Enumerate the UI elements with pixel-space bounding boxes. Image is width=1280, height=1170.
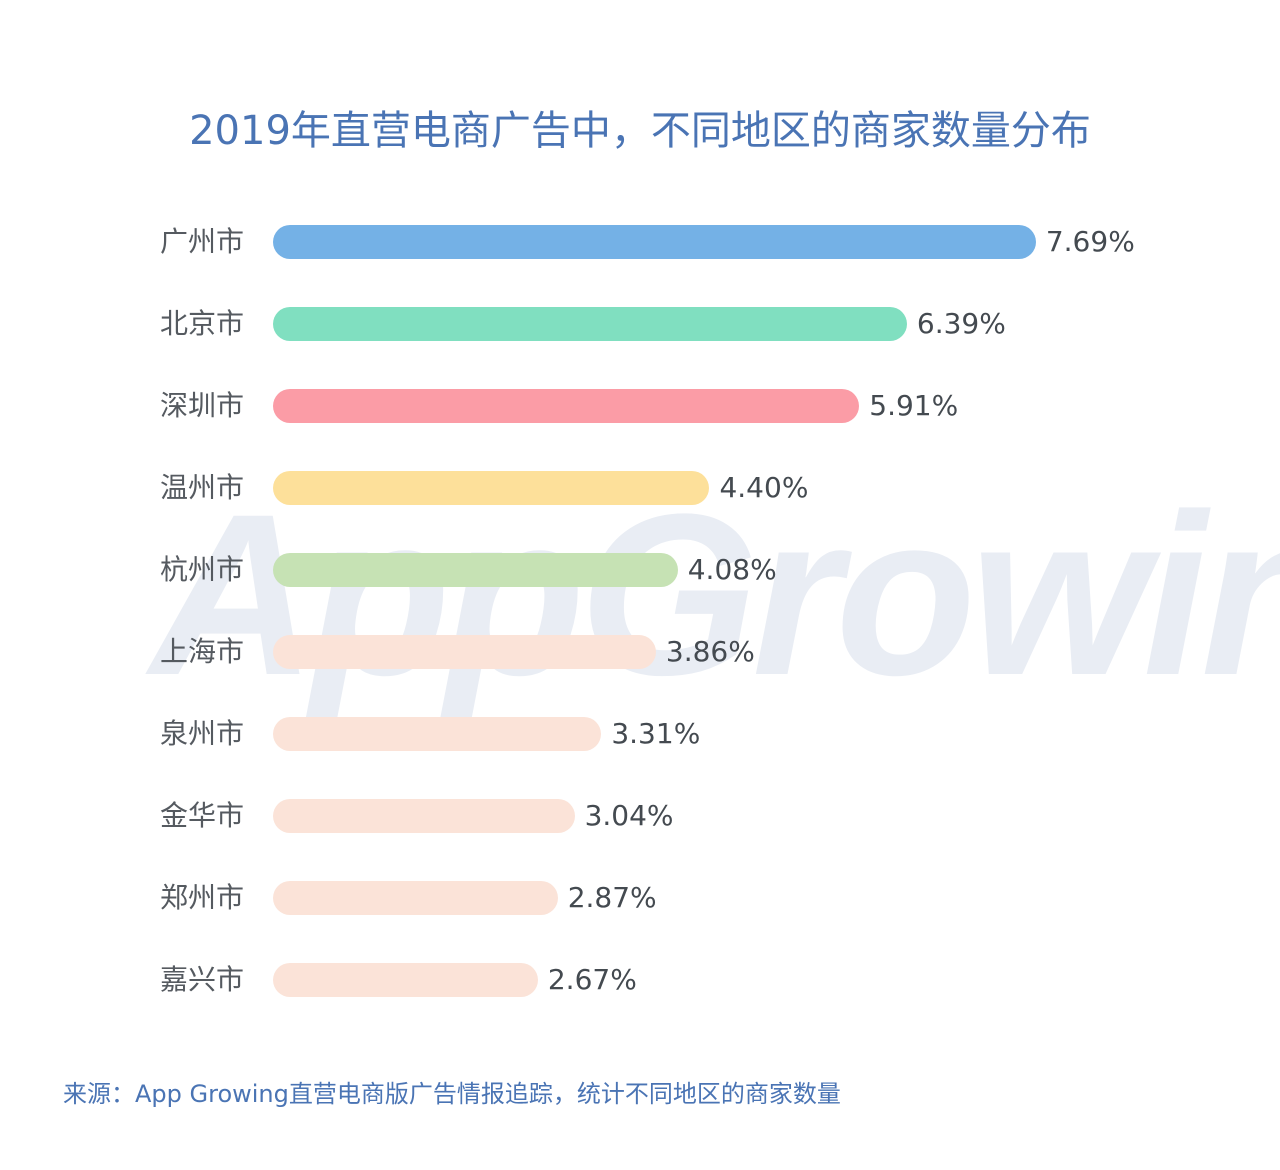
value-label: 5.91% (869, 389, 959, 422)
bar-row: 温州市 4.40% (0, 470, 1280, 506)
source-note: 来源：App Growing直营电商版广告情报追踪，统计不同地区的商家数量 (63, 1080, 841, 1108)
category-label: 深圳市 (160, 389, 245, 422)
category-label: 嘉兴市 (160, 963, 245, 996)
value-label: 4.40% (719, 471, 809, 504)
category-label: 郑州市 (160, 881, 245, 914)
value-label: 7.69% (1045, 225, 1135, 258)
chart-title: 2019年直营电商广告中，不同地区的商家数量分布 (189, 108, 1091, 154)
bar-row: 深圳市 5.91% (0, 388, 1280, 424)
bar (273, 389, 860, 423)
category-label: 金华市 (160, 799, 245, 832)
value-label: 6.39% (916, 307, 1006, 340)
bar (273, 963, 538, 997)
bar-row: 广州市 7.69% (0, 224, 1280, 260)
category-label: 杭州市 (160, 553, 245, 586)
bar-row: 郑州市 2.87% (0, 880, 1280, 916)
bar (273, 225, 1036, 259)
bar-row: 上海市 3.86% (0, 634, 1280, 670)
value-label: 4.08% (687, 553, 777, 586)
bar (273, 635, 656, 669)
bar (273, 717, 602, 751)
value-label: 2.87% (567, 881, 657, 914)
bar (273, 307, 907, 341)
bar-row: 杭州市 4.08% (0, 552, 1280, 588)
value-label: 3.31% (611, 717, 701, 750)
bar (273, 553, 678, 587)
bar (273, 799, 575, 833)
value-label: 2.67% (547, 963, 637, 996)
bar-row: 金华市 3.04% (0, 798, 1280, 834)
category-label: 泉州市 (160, 717, 245, 750)
bar (273, 881, 558, 915)
value-label: 3.86% (665, 635, 755, 668)
category-label: 温州市 (160, 471, 245, 504)
category-label: 北京市 (160, 307, 245, 340)
bar-row: 嘉兴市 2.67% (0, 962, 1280, 998)
category-label: 广州市 (160, 225, 245, 258)
category-label: 上海市 (160, 635, 245, 668)
bar (273, 471, 710, 505)
bar-row: 泉州市 3.31% (0, 716, 1280, 752)
value-label: 3.04% (584, 799, 674, 832)
bar-row: 北京市 6.39% (0, 306, 1280, 342)
